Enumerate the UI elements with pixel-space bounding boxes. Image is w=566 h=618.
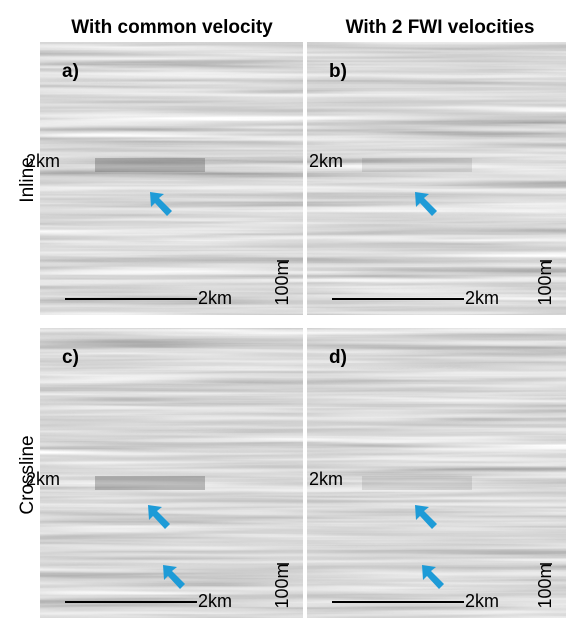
scale-height: 100m	[272, 563, 292, 608]
depth-label: 2km	[26, 151, 60, 171]
panel: a) 2km 2km 100m	[26, 42, 303, 315]
panel-label: d)	[329, 347, 347, 368]
depth-label: 2km	[309, 151, 343, 171]
seismic-image	[307, 42, 566, 315]
row-label: Inline	[17, 157, 38, 202]
seismic-image	[307, 328, 566, 618]
reflector-band	[362, 476, 472, 490]
seismic-image	[40, 42, 303, 315]
panel: b) 2km 2km 100m	[307, 42, 566, 315]
scale-length: 2km	[465, 591, 499, 611]
scale-length: 2km	[465, 288, 499, 308]
panel: c) 2km 2km 100m	[26, 328, 303, 618]
depth-label: 2km	[309, 469, 343, 489]
scale-length: 2km	[198, 591, 232, 611]
panel-label: b)	[329, 61, 347, 82]
column-header: With 2 FWI velocities	[346, 17, 535, 38]
row-label: Crossline	[17, 435, 38, 514]
panel-label: a)	[62, 61, 79, 82]
reflector-band	[95, 158, 205, 172]
scale-height: 100m	[272, 260, 292, 305]
column-header: With common velocity	[71, 17, 273, 38]
panel-label: c)	[62, 347, 79, 368]
reflector-band	[362, 158, 472, 172]
depth-label: 2km	[26, 469, 60, 489]
panel: d) 2km 2km 100m	[307, 328, 566, 618]
reflector-band	[95, 476, 205, 490]
scale-height: 100m	[535, 563, 555, 608]
scale-length: 2km	[198, 288, 232, 308]
scale-height: 100m	[535, 260, 555, 305]
